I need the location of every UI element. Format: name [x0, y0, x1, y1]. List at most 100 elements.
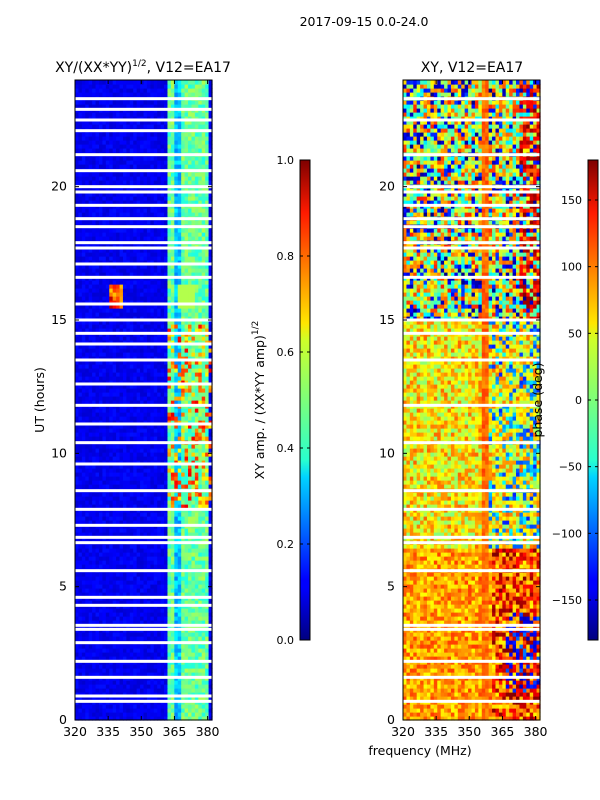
heatmap-cell [174, 608, 179, 613]
heatmap-cell [78, 380, 83, 385]
heatmap-cell [153, 704, 158, 709]
heatmap-cell [95, 268, 100, 273]
heatmap-cell [181, 532, 186, 537]
heatmap-cell [143, 260, 148, 265]
heatmap-cell [157, 472, 162, 477]
heatmap-cell [174, 556, 179, 561]
heatmap-cell [133, 648, 138, 653]
heatmap-cell [78, 560, 83, 565]
heatmap-cell [167, 648, 172, 653]
heatmap-cell [112, 548, 117, 553]
heatmap-cell [174, 228, 179, 233]
heatmap-cell [143, 620, 148, 625]
heatmap-cell [170, 296, 175, 301]
heatmap-cell [177, 592, 182, 597]
heatmap-cell [81, 652, 86, 657]
heatmap-cell [81, 516, 86, 521]
heatmap-cell [205, 428, 210, 433]
heatmap-cell [191, 636, 196, 641]
heatmap-cell [167, 380, 172, 385]
heatmap-cell [198, 512, 203, 517]
heatmap-cell [102, 584, 107, 589]
heatmap-cell [88, 688, 93, 693]
heatmap-cell [75, 236, 80, 241]
amplitude-heatmap[interactable] [75, 80, 213, 721]
heatmap-cell [102, 256, 107, 261]
heatmap-cell [167, 244, 172, 249]
heatmap-cell [129, 552, 134, 557]
heatmap-cell [205, 408, 210, 413]
heatmap-cell [122, 548, 127, 553]
heatmap-cell [81, 356, 86, 361]
heatmap-cell [129, 672, 134, 677]
heatmap-cell [92, 328, 97, 333]
heatmap-cell [133, 600, 138, 605]
heatmap-cell [181, 492, 186, 497]
heatmap-cell [98, 412, 103, 417]
heatmap-cell [146, 408, 151, 413]
heatmap-cell [160, 340, 165, 345]
heatmap-cell [181, 708, 186, 713]
heatmap-cell [126, 456, 131, 461]
heatmap-cell [136, 236, 141, 241]
heatmap-cell [150, 692, 155, 697]
heatmap-cell [153, 388, 158, 393]
heatmap-cell [188, 292, 193, 297]
heatmap-cell [174, 632, 179, 637]
heatmap-cell [116, 480, 121, 485]
heatmap-cell [174, 496, 179, 501]
heatmap-cell [112, 464, 117, 469]
heatmap-cell [136, 400, 141, 405]
heatmap-cell [201, 400, 206, 405]
heatmap-cell [102, 456, 107, 461]
heatmap-cell [133, 696, 138, 701]
heatmap-cell [194, 556, 199, 561]
heatmap-cell [136, 220, 141, 225]
heatmap-cell [78, 232, 83, 237]
heatmap-cell [133, 564, 138, 569]
heatmap-cell [85, 492, 90, 497]
heatmap-cell [112, 588, 117, 593]
heatmap-cell [205, 612, 210, 617]
heatmap-cell [78, 504, 83, 509]
heatmap-cell [133, 336, 138, 341]
heatmap-cell [198, 384, 203, 389]
heatmap-cell [208, 560, 213, 565]
heatmap-cell [92, 360, 97, 365]
heatmap-cell [85, 448, 90, 453]
heatmap-cell [129, 668, 134, 673]
heatmap-cell [116, 668, 121, 673]
heatmap-cell [85, 544, 90, 549]
heatmap-cell [208, 372, 213, 377]
heatmap-cell [208, 304, 213, 309]
heatmap-cell [92, 592, 97, 597]
heatmap-cell [95, 372, 100, 377]
heatmap-cell [119, 228, 124, 233]
heatmap-cell [157, 712, 162, 717]
heatmap-cell [85, 360, 90, 365]
heatmap-cell [81, 376, 86, 381]
heatmap-cell [95, 428, 100, 433]
heatmap-cell [116, 496, 121, 501]
heatmap-cell [198, 708, 203, 713]
heatmap-cell [92, 384, 97, 389]
heatmap-cell [167, 556, 172, 561]
heatmap-cell [146, 576, 151, 581]
heatmap-cell [119, 668, 124, 673]
heatmap-cell [167, 408, 172, 413]
heatmap-cell [75, 576, 80, 581]
heatmap-cell [122, 416, 127, 421]
heatmap-cell [133, 244, 138, 249]
heatmap-cell [116, 648, 121, 653]
heatmap-cell [116, 484, 121, 489]
heatmap-cell [98, 544, 103, 549]
heatmap-cell [177, 348, 182, 353]
heatmap-cell [146, 620, 151, 625]
heatmap-cell [160, 324, 165, 329]
heatmap-cell [81, 704, 86, 709]
heatmap-cell [150, 320, 155, 325]
heatmap-cell [136, 288, 141, 293]
heatmap-cell [105, 324, 110, 329]
heatmap-cell [105, 260, 110, 265]
heatmap-cell [85, 352, 90, 357]
